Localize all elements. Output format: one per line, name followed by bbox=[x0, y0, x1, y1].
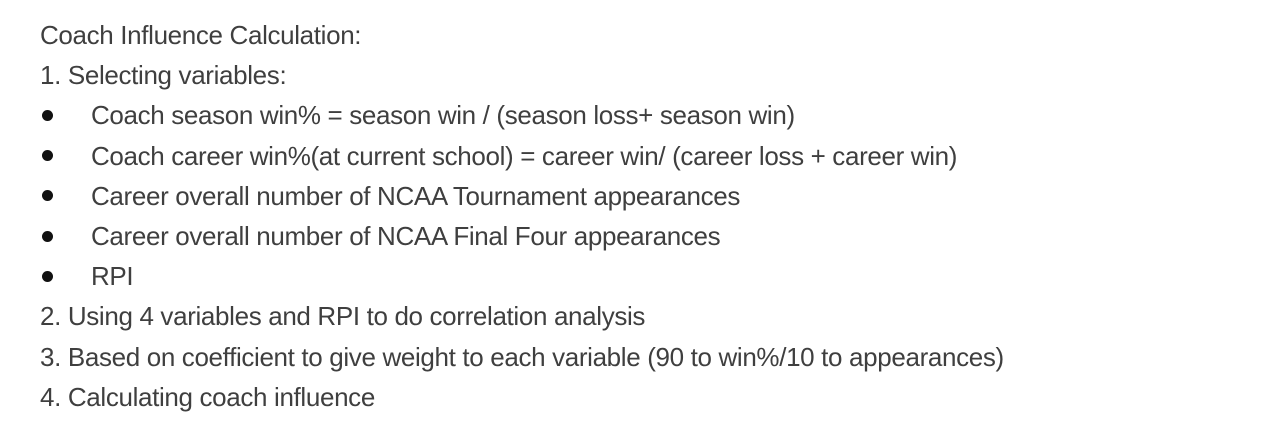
bullet-text: Career overall number of NCAA Final Four… bbox=[91, 220, 721, 251]
bullet-icon bbox=[40, 230, 91, 242]
bullet-item: RPI bbox=[40, 256, 1242, 296]
doc-title: Coach Influence Calculation: bbox=[40, 20, 362, 50]
bullet-text: Coach season win% = season win / (season… bbox=[91, 100, 795, 131]
bullet-text: Career overall number of NCAA Tournament… bbox=[91, 180, 741, 211]
bullet-item: Career overall number of NCAA Tournament… bbox=[40, 176, 1242, 216]
bullet-item: Coach season win% = season win / (season… bbox=[40, 95, 1242, 135]
step-4-text: 4. Calculating coach influence bbox=[40, 381, 375, 412]
bullet-icon bbox=[40, 190, 91, 202]
bullet-text: Coach career win%(at current school) = c… bbox=[91, 140, 958, 171]
document-body: Coach Influence Calculation: 1. Selectin… bbox=[40, 15, 1242, 417]
bullet-icon bbox=[40, 270, 91, 282]
step-3-text: 3. Based on coefficient to give weight t… bbox=[40, 341, 1004, 372]
step-2-text: 2. Using 4 variables and RPI to do corre… bbox=[40, 301, 646, 332]
bullet-icon bbox=[40, 150, 91, 162]
bullet-icon bbox=[40, 109, 91, 121]
bullet-text: RPI bbox=[91, 261, 134, 292]
bullet-item: Career overall number of NCAA Final Four… bbox=[40, 216, 1242, 256]
step-1-heading: 1. Selecting variables: bbox=[40, 60, 287, 91]
bullet-item: Coach career win%(at current school) = c… bbox=[40, 136, 1242, 176]
